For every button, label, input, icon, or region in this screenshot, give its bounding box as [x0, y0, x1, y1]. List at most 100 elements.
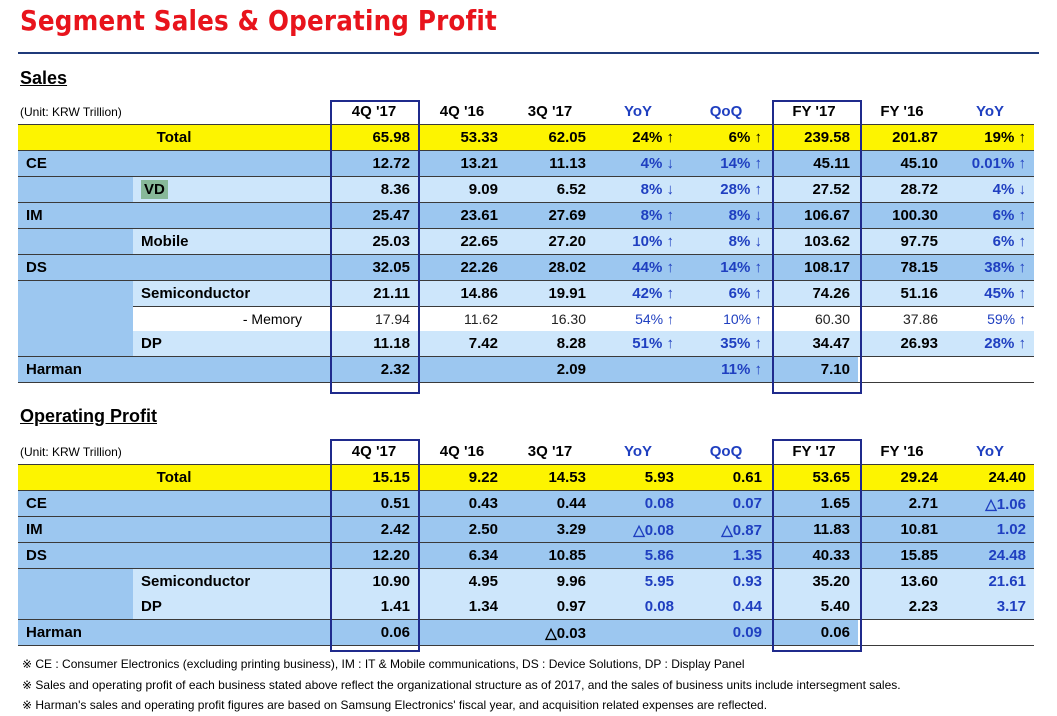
vd-highlight: VD	[141, 180, 168, 199]
cell: 13.60	[858, 568, 946, 594]
cell	[946, 619, 1034, 646]
table-row: IM 2.42 2.50 3.29 △0.08 △0.87 11.83 10.8…	[18, 516, 1034, 543]
cell	[858, 356, 946, 383]
col-header: QoQ	[709, 443, 743, 460]
cell: 106.67	[770, 202, 858, 229]
indent-cell	[18, 176, 133, 203]
cell: 2.71	[858, 490, 946, 517]
col-header: FY '16	[880, 443, 924, 460]
cell: 8.28	[506, 331, 594, 357]
indent-cell	[18, 568, 133, 620]
row-label: IM	[18, 516, 330, 543]
col-header: 3Q '17	[527, 443, 573, 460]
cell: 0.93	[682, 568, 770, 594]
row-label: Harman	[18, 619, 330, 646]
row-label: Harman	[18, 356, 330, 383]
cell: 28.72	[858, 176, 946, 203]
table-row: Semiconductor 10.90 4.95 9.96 5.95 0.93 …	[18, 568, 1034, 620]
cell: 16.30	[506, 306, 594, 331]
cell: 13.21	[418, 150, 506, 177]
cell: 11.18	[330, 331, 418, 357]
indent-cell	[18, 228, 133, 255]
cell: 74.26	[770, 280, 858, 307]
cell: 0.08	[594, 490, 682, 517]
cell: 0.06	[770, 619, 858, 646]
footnote: ※ Harman's sales and operating profit fi…	[22, 698, 768, 712]
col-header: YoY	[975, 103, 1005, 120]
op-unit: (Unit: KRW Trillion)	[20, 444, 122, 459]
row-label: Total	[18, 124, 330, 151]
cell: 21.11	[330, 280, 418, 307]
cell: 3.29	[506, 516, 594, 543]
cell: 12.20	[330, 542, 418, 569]
cell: 28.02	[506, 254, 594, 281]
table-row: VD 8.36 9.09 6.52 8% ↓ 28% ↑ 27.52 28.72…	[18, 176, 1034, 203]
cell: 26.93	[858, 331, 946, 357]
cell: 2.42	[330, 516, 418, 543]
cell: 24% ↑	[594, 124, 682, 151]
cell: 17.94	[330, 306, 418, 331]
cell: 38% ↑	[946, 254, 1034, 281]
cell: 6% ↑	[682, 124, 770, 151]
row-label: Semiconductor	[133, 280, 330, 307]
row-label: DP	[133, 331, 330, 357]
footnote: ※ Sales and operating profit of each bus…	[22, 677, 901, 692]
op-heading: Operating Profit	[20, 406, 158, 426]
footnote: ※ CE : Consumer Electronics (excluding p…	[22, 657, 745, 671]
table-row: DS 12.20 6.34 10.85 5.86 1.35 40.33 15.8…	[18, 542, 1034, 569]
cell: 1.41	[330, 594, 418, 620]
cell: 60.30	[770, 306, 858, 331]
row-label: CE	[18, 150, 330, 177]
cell: 8% ↓	[682, 228, 770, 255]
cell	[594, 619, 682, 646]
row-label: IM	[18, 202, 330, 229]
row-label: DS	[18, 542, 330, 569]
sales-header-row: (Unit: KRW Trillion) 4Q '17 4Q '16 3Q '1…	[18, 99, 1034, 125]
cell: 4% ↓	[594, 150, 682, 177]
cell: 9.09	[418, 176, 506, 203]
sales-table: (Unit: KRW Trillion) 4Q '17 4Q '16 3Q '1…	[18, 99, 1034, 383]
cell: 8% ↑	[594, 202, 682, 229]
cell: 103.62	[770, 228, 858, 255]
cell	[594, 356, 682, 383]
col-header: YoY	[975, 443, 1005, 460]
table-row: - Memory 17.94 11.62 16.30 54% ↑ 10% ↑ 6…	[18, 306, 1034, 331]
cell: 239.58	[770, 124, 858, 151]
cell: 10% ↑	[594, 228, 682, 255]
cell: 45.10	[858, 150, 946, 177]
cell: 11% ↑	[682, 356, 770, 383]
footnotes: ※ CE : Consumer Electronics (excluding p…	[22, 654, 901, 716]
table-row: Harman 0.06 △0.03 0.09 0.06	[18, 619, 1034, 646]
cell: 6% ↑	[946, 202, 1034, 229]
row-label: Mobile	[133, 228, 330, 255]
cell: 10.81	[858, 516, 946, 543]
row-label: VD	[133, 176, 330, 203]
cell: 62.05	[506, 124, 594, 151]
cell: △1.06	[946, 490, 1034, 517]
table-row: CE 12.72 13.21 11.13 4% ↓ 14% ↑ 45.11 45…	[18, 150, 1034, 177]
cell: 1.34	[418, 594, 506, 620]
table-row: Total 15.15 9.22 14.53 5.93 0.61 53.65 2…	[18, 464, 1034, 491]
cell: 11.62	[418, 306, 506, 331]
cell: 0.44	[506, 490, 594, 517]
col-header: 4Q '17	[351, 103, 397, 120]
op-header-row: (Unit: KRW Trillion) 4Q '17 4Q '16 3Q '1…	[18, 439, 1034, 465]
cell: 11.13	[506, 150, 594, 177]
sales-unit: (Unit: KRW Trillion)	[20, 104, 122, 119]
col-header: FY '17	[792, 103, 836, 120]
cell: 29.24	[858, 464, 946, 491]
cell: 97.75	[858, 228, 946, 255]
cell: 0.43	[418, 490, 506, 517]
title-divider	[18, 52, 1039, 54]
cell: 6.52	[506, 176, 594, 203]
page-title: Segment Sales & Operating Profit	[20, 4, 498, 37]
cell: 9.96	[506, 568, 594, 594]
cell: 6% ↑	[682, 280, 770, 307]
cell: 8% ↓	[682, 202, 770, 229]
cell: 22.65	[418, 228, 506, 255]
cell: 59% ↑	[946, 306, 1034, 331]
table-row: IM 25.47 23.61 27.69 8% ↑ 8% ↓ 106.67 10…	[18, 202, 1034, 229]
cell: 7.42	[418, 331, 506, 357]
cell: 0.51	[330, 490, 418, 517]
table-row: DP 11.18 7.42 8.28 51% ↑ 35% ↑ 34.47 26.…	[18, 331, 1034, 357]
